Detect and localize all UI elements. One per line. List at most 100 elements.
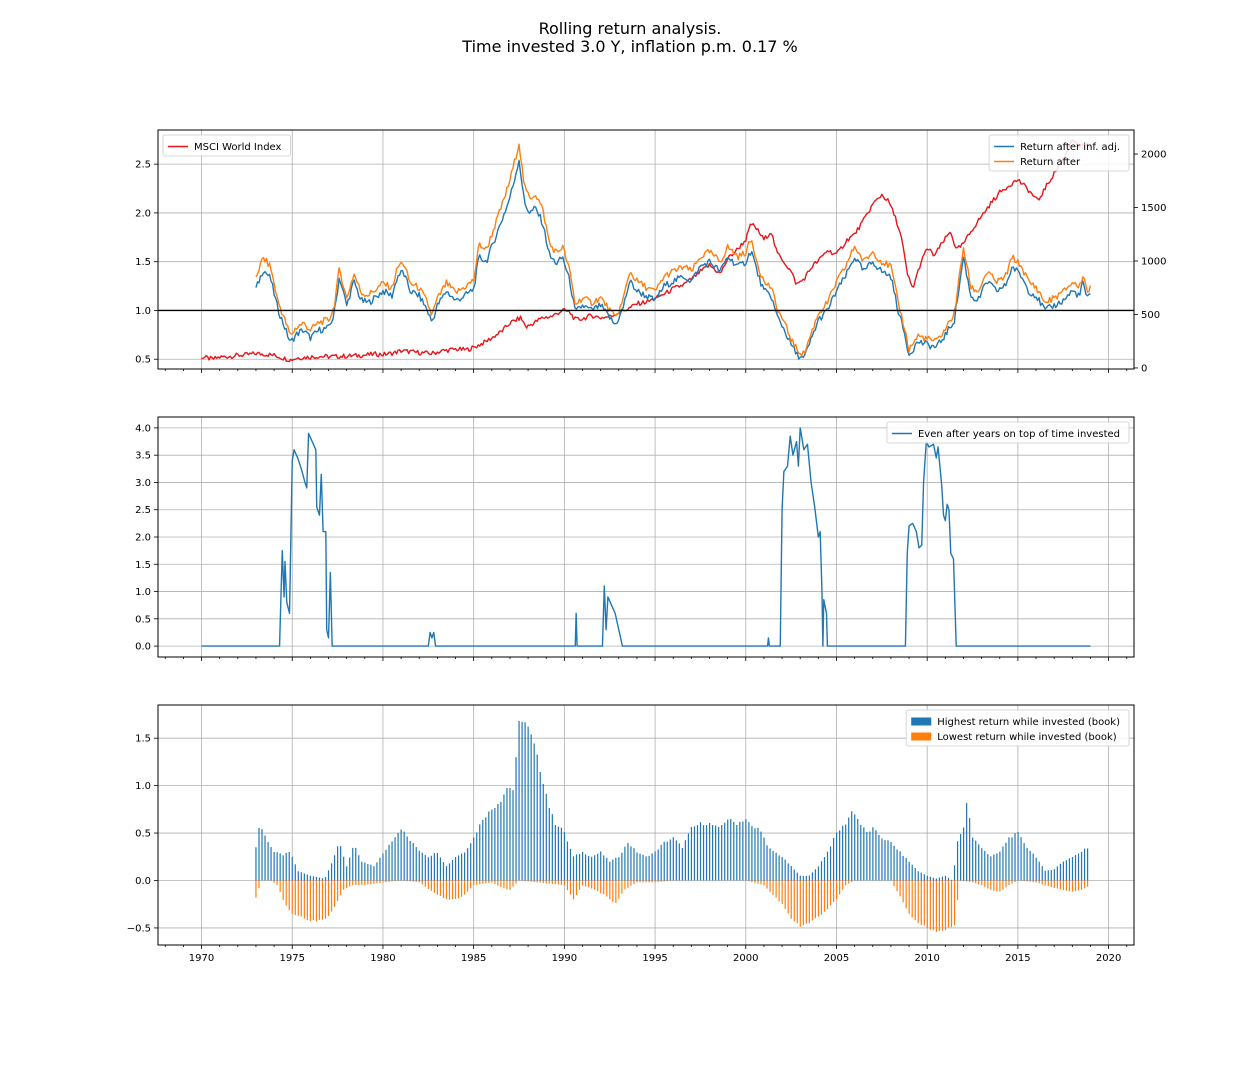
- bar: [494, 807, 496, 881]
- bar: [315, 876, 318, 881]
- series-line-return-after: [255, 143, 1092, 357]
- bar: [963, 880, 965, 882]
- bar: [757, 880, 759, 884]
- bar: [956, 841, 959, 881]
- bar: [893, 880, 895, 887]
- bar: [941, 876, 944, 881]
- bottom-panel-highest-lowest-return: 1970 1975 1980 1985 1990 1995 2000 2005 2010 2015…: [127, 704, 1135, 964]
- bar: [470, 880, 472, 889]
- bar: [403, 831, 405, 881]
- bar: [503, 794, 505, 881]
- bar: [760, 880, 762, 885]
- bar: [385, 849, 387, 881]
- bar: [920, 880, 922, 925]
- bar: [1014, 880, 1016, 883]
- bar: [303, 880, 305, 919]
- bar: [1080, 851, 1083, 881]
- bar: [1056, 866, 1058, 881]
- bar: [875, 830, 877, 881]
- bar: [600, 880, 602, 894]
- bar: [542, 880, 544, 884]
- bar: [279, 880, 281, 892]
- bar: [373, 866, 375, 881]
- bar: [938, 880, 941, 931]
- bar: [654, 880, 656, 883]
- bar: [569, 880, 572, 895]
- bar: [545, 880, 547, 884]
- y-tick-label: 0.5: [135, 355, 151, 366]
- bar: [969, 818, 971, 881]
- bar: [373, 880, 375, 884]
- bar: [1032, 880, 1034, 883]
- bar: [276, 852, 278, 881]
- bar: [981, 848, 983, 881]
- bar: [337, 880, 339, 901]
- bar: [766, 880, 768, 889]
- bar: [633, 848, 635, 881]
- bar: [648, 855, 650, 881]
- bar: [987, 880, 989, 889]
- bar: [445, 880, 448, 899]
- bar: [993, 854, 995, 881]
- bar: [303, 873, 305, 881]
- bar: [406, 836, 408, 881]
- legend-upper-left: MSCI World Index: [162, 134, 291, 157]
- bar: [457, 880, 460, 899]
- bar: [349, 857, 351, 881]
- bar: [533, 880, 535, 883]
- bar: [1032, 853, 1034, 881]
- bar: [615, 857, 617, 881]
- bar: [340, 846, 342, 881]
- bar: [309, 875, 311, 881]
- bar: [1077, 880, 1080, 891]
- bar: [536, 754, 538, 881]
- bar: [645, 880, 647, 883]
- bar: [343, 880, 345, 890]
- bar: [370, 880, 372, 885]
- bar: [805, 875, 807, 881]
- bar: [358, 855, 360, 881]
- y2-tick-label: 500: [1141, 310, 1160, 321]
- legend-label: Lowest return while invested (book): [937, 732, 1117, 743]
- bar: [657, 849, 659, 881]
- bar: [364, 880, 366, 886]
- bar: [600, 851, 602, 881]
- bar: [279, 853, 281, 881]
- bar: [397, 832, 399, 881]
- legend-swatch: [911, 717, 932, 726]
- bar: [379, 857, 381, 881]
- bar: [1062, 861, 1065, 881]
- bar: [1083, 880, 1086, 889]
- bar: [975, 880, 977, 884]
- bar: [811, 872, 814, 881]
- bar: [621, 880, 623, 894]
- bar: [491, 809, 493, 881]
- bar: [591, 880, 593, 889]
- bar: [300, 872, 302, 881]
- bar: [1056, 880, 1058, 889]
- legend-label: Return after inf. adj.: [1020, 142, 1120, 153]
- bar: [282, 880, 284, 900]
- bar: [763, 880, 765, 886]
- bar: [751, 880, 753, 883]
- bar: [630, 880, 632, 886]
- bar: [551, 814, 553, 881]
- x-tick-label: 2020: [1096, 953, 1121, 964]
- legend-label: Even after years on top of time invested: [918, 429, 1120, 440]
- y-tick-label: 2.5: [135, 160, 151, 171]
- legend-label: Return after: [1020, 157, 1081, 168]
- y-tick-label: 3.5: [135, 451, 151, 462]
- bar: [817, 866, 820, 881]
- bar: [1087, 880, 1089, 887]
- bar: [1053, 880, 1055, 888]
- bar: [282, 855, 284, 881]
- bar: [445, 866, 448, 881]
- bar: [1023, 880, 1025, 882]
- bar: [1080, 880, 1083, 890]
- bar: [678, 843, 680, 881]
- bar: [467, 848, 469, 881]
- bar: [482, 880, 484, 884]
- bar: [823, 857, 826, 881]
- bar: [591, 856, 593, 881]
